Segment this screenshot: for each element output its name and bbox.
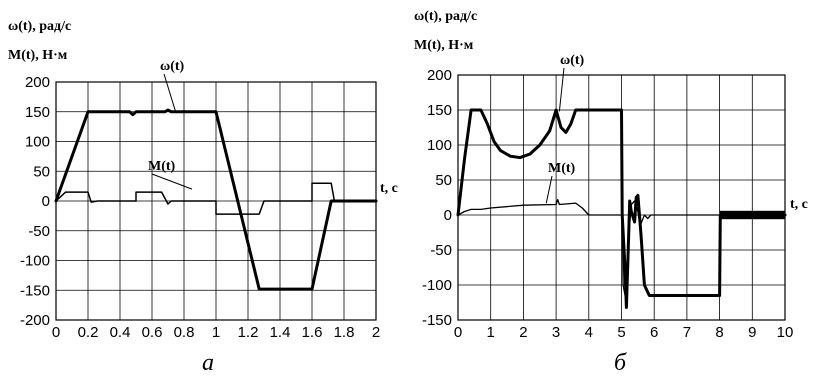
chart-b-x-tick-label: 0 — [454, 324, 462, 341]
chart-a-x-tick-label: 1 — [212, 324, 220, 341]
chart-a-x-tick-label: 1.4 — [270, 324, 291, 341]
chart-a-x-tick-label: 0.4 — [110, 324, 131, 341]
chart-b-annotation-omega: ω(t) — [560, 53, 585, 68]
chart-b-x-tick-label: 7 — [683, 324, 691, 341]
chart-a-x-tick-label: 1.2 — [238, 324, 259, 341]
chart-b: ω(t), рад/с M(t), Н·м 200150100500-50-10… — [414, 9, 808, 376]
chart-b-x-tick-label: 8 — [715, 324, 723, 341]
chart-a-caption: а — [202, 350, 214, 376]
chart-b-y-tick-label: -100 — [422, 277, 452, 294]
chart-a-ylabel-omega: ω(t), рад/с — [8, 19, 71, 34]
chart-a-xlabel: t, с — [380, 181, 398, 196]
chart-b-xlabel: t, с — [790, 197, 808, 212]
chart-b-ylabel-omega: ω(t), рад/с — [414, 9, 477, 24]
chart-a-y-tick-label: 200 — [25, 74, 50, 91]
chart-b-annotation-moment: M(t) — [548, 161, 576, 176]
chart-b-x-tick-label: 4 — [585, 324, 593, 341]
chart-a-y-tick-label: -100 — [20, 253, 50, 270]
chart-a-y-tick-label: -150 — [20, 282, 50, 299]
chart-b-y-tick-label: 200 — [427, 67, 452, 84]
chart-b-x-ticks: 0 1 2 3 4 5 6 7 8 9 10 — [454, 324, 794, 341]
chart-b-ylabel-moment: M(t), Н·м — [414, 38, 474, 53]
chart-a-annotations: ω(t) M(t) — [148, 59, 192, 189]
chart-b-y-tick-label: 0 — [444, 207, 452, 224]
chart-a-x-tick-label: 1.8 — [334, 324, 355, 341]
chart-b-x-tick-label: 5 — [617, 324, 625, 341]
chart-b-y-tick-label: -150 — [422, 312, 452, 329]
chart-a-y-tick-label: 50 — [33, 163, 50, 180]
chart-b-y-tick-label: -50 — [430, 242, 452, 259]
chart-a-y-tick-label: 0 — [42, 193, 50, 210]
chart-b-y-ticks: 200 150 100 50 0 -50 -100 -150 — [422, 67, 452, 329]
chart-a-y-tick-label: 150 — [25, 104, 50, 121]
chart-a-annotation-leader-moment — [152, 174, 192, 189]
chart-a-x-ticks: 0 0.2 0.4 0.6 0.8 1 1.2 1.4 1.6 1.8 2 — [52, 324, 380, 341]
chart-b-y-tick-label: 100 — [427, 137, 452, 154]
chart-a-y-tick-label: -200 — [20, 312, 50, 329]
chart-a-annotation-leader-omega — [164, 74, 176, 113]
chart-a-x-tick-label: 2 — [372, 324, 380, 341]
chart-b-x-tick-label: 3 — [552, 324, 560, 341]
chart-a-y-tick-label: 100 — [25, 134, 50, 151]
chart-b-caption: б — [614, 350, 627, 376]
chart-b-x-tick-label: 9 — [748, 324, 756, 341]
chart-b-y-tick-label: 50 — [435, 172, 452, 189]
chart-a-x-tick-label: 0.2 — [78, 324, 99, 341]
chart-a-ylabel-moment: M(t), Н·м — [8, 48, 68, 63]
chart-b-x-tick-label: 2 — [519, 324, 527, 341]
chart-b-y-tick-label: 150 — [427, 102, 452, 119]
chart-a-x-tick-label: 1.6 — [302, 324, 323, 341]
chart-a: ω(t), рад/с M(t), Н·м 200 150 100 50 0 -50 -10… — [8, 19, 398, 376]
chart-a-annotation-omega: ω(t) — [160, 59, 185, 74]
chart-a-y-ticks: 200 150 100 50 0 -50 -100 -150 -200 — [20, 74, 50, 329]
chart-b-x-tick-label: 1 — [487, 324, 495, 341]
chart-a-y-tick-label: -50 — [28, 223, 50, 240]
chart-a-x-tick-label: 0.8 — [174, 324, 195, 341]
chart-b-x-tick-label: 6 — [650, 324, 658, 341]
chart-a-x-tick-label: 0.6 — [142, 324, 163, 341]
chart-a-x-tick-label: 0 — [52, 324, 60, 341]
chart-b-x-tick-label: 10 — [777, 324, 794, 341]
chart-a-annotation-moment: M(t) — [148, 159, 176, 174]
